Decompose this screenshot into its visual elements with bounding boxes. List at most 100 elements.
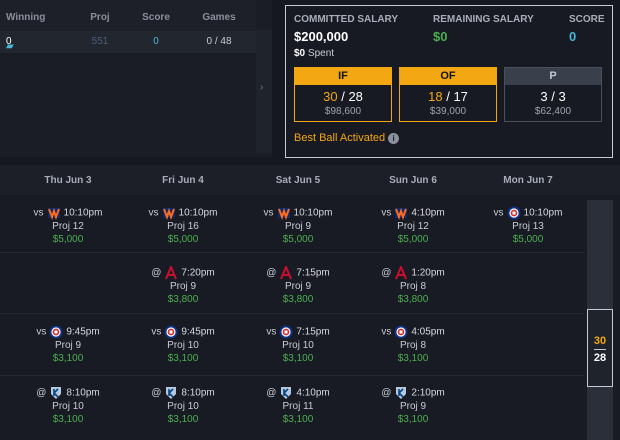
game-cell[interactable]: @8:10pm Proj 10 $3,100 [12,386,124,426]
game-cell[interactable]: @2:10pm Proj 9 $3,100 [357,386,469,426]
cubs-logo-icon [279,325,293,339]
game-cell[interactable]: vs 10:10pm Proj 13 $5,000 [472,206,584,246]
game-salary: $3,100 [397,353,429,364]
game-cell[interactable]: vs 10:10pm Proj 12 $5,000 [12,206,124,246]
game-cell[interactable]: vs 10:10pm Proj 9 $5,000 [242,206,354,246]
game-time: 10:10pm [178,207,218,219]
mets-logo-icon [277,206,291,220]
game-cell[interactable]: vs 10:10pm Proj 16 $5,000 [127,206,239,246]
game-time: 4:10pm [296,387,330,399]
roster-count-current: 30 [593,335,607,347]
winning-cell: ▰ 0 [6,36,66,52]
info-icon[interactable]: i [388,132,400,144]
position-box-of[interactable]: OF 18 / 17 $39,000 [399,67,497,122]
best-ball-status: Best Ball Activated i [294,132,400,144]
position-count: 3 / 3 [505,89,601,104]
game-cell[interactable]: vs 7:15pm Proj 10 $3,100 [242,325,354,365]
row-divider [0,375,585,376]
game-matchup: vs 9:45pm [12,325,124,339]
game-cell[interactable]: @1:20pm Proj 8 $3,800 [357,264,469,306]
game-cell[interactable]: vs 4:05pm Proj 8 $3,100 [357,325,469,365]
row-divider [0,313,585,314]
game-proj: Proj 10 [52,401,84,412]
position-sep: / [551,89,555,104]
game-salary: $3,100 [167,414,199,425]
position-max: 17 [453,89,468,104]
game-prefix: vs [151,326,162,338]
game-cell[interactable]: @4:10pm Proj 11 $3,100 [242,386,354,426]
position-box-if[interactable]: IF 30 / 28 $98,600 [294,67,392,122]
cubs-logo-icon [164,325,178,339]
game-prefix: @ [151,387,162,399]
game-salary: $3,800 [282,294,314,305]
braves-logo-icon [394,264,408,280]
game-salary: $5,000 [52,234,84,245]
game-cell[interactable]: vs 4:10pm Proj 12 $5,000 [357,206,469,246]
game-time: 7:15pm [296,326,330,338]
day-header: Fri Jun 4 [162,175,204,186]
expand-panel-button[interactable]: › [256,30,272,153]
game-prefix: vs [33,207,44,219]
position-label: IF [295,68,391,85]
game-matchup: vs 10:10pm [127,206,239,220]
game-prefix: @ [36,387,47,399]
position-label: P [505,68,601,85]
game-salary: $3,100 [397,414,429,425]
game-matchup: @2:10pm [357,386,469,400]
game-proj: Proj 8 [399,340,427,351]
count-divider [594,349,606,350]
position-current: 30 [323,89,338,104]
position-count: 30 / 28 [295,89,391,104]
game-time: 7:15pm [296,267,330,279]
game-cell[interactable]: vs 9:45pm Proj 9 $3,100 [12,325,124,365]
game-prefix: vs [381,207,392,219]
game-time: 1:20pm [411,267,445,279]
game-proj: Proj 10 [282,340,314,351]
position-salary: $39,000 [429,106,467,117]
game-proj: Proj 9 [399,401,427,412]
game-matchup: vs 4:10pm [357,206,469,220]
committed-salary-label: COMMITTED SALARY [294,14,399,25]
game-proj: Proj 9 [284,221,312,232]
spent-label: Spent [307,48,335,59]
day-header: Thu Jun 3 [44,175,92,186]
game-time: 2:10pm [411,387,445,399]
position-max: 28 [348,89,363,104]
position-box-p[interactable]: P 3 / 3 $62,400 [504,67,602,122]
game-salary: $5,000 [512,234,544,245]
games-value: 0 / 48 [206,36,232,47]
score-value-panel: 0 [569,29,577,44]
game-cell[interactable]: @7:15pm Proj 9 $3,800 [242,264,354,306]
game-time: 4:10pm [411,207,445,219]
col-score: Score [142,12,170,23]
game-salary: $5,000 [282,234,314,245]
remaining-salary-label: REMAINING SALARY [433,14,534,25]
position-label: OF [400,68,496,85]
game-cell[interactable]: @7:20pm Proj 9 $3,800 [127,264,239,306]
day-header: Mon Jun 7 [503,175,553,186]
position-count: 18 / 17 [400,89,496,104]
game-time: 8:10pm [181,387,215,399]
game-matchup: @1:20pm [357,264,469,280]
col-games: Games [202,12,236,23]
game-time: 9:45pm [181,326,215,338]
standings-header: Winning Proj Score Games [0,0,256,30]
game-time: 4:05pm [411,326,445,338]
game-salary: $3,100 [282,414,314,425]
game-salary: $3,100 [52,414,84,425]
roster-count-max: 28 [593,352,607,364]
row-divider [0,252,585,253]
cubs-logo-icon [394,325,408,339]
position-salary: $62,400 [534,106,572,117]
proj-value: 551 [91,36,109,47]
game-cell[interactable]: @8:10pm Proj 10 $3,100 [127,386,239,426]
royals-logo-icon [279,386,293,400]
standings-row[interactable]: ▰ 0 551 0 0 / 48 [0,31,256,53]
mets-logo-icon [162,206,176,220]
game-matchup: vs 10:10pm [12,206,124,220]
game-matchup: vs 4:05pm [357,325,469,339]
game-cell[interactable]: vs 9:45pm Proj 10 $3,100 [127,325,239,365]
game-matchup: vs 10:10pm [242,206,354,220]
game-matchup: vs 9:45pm [127,325,239,339]
position-sep: / [341,89,345,104]
